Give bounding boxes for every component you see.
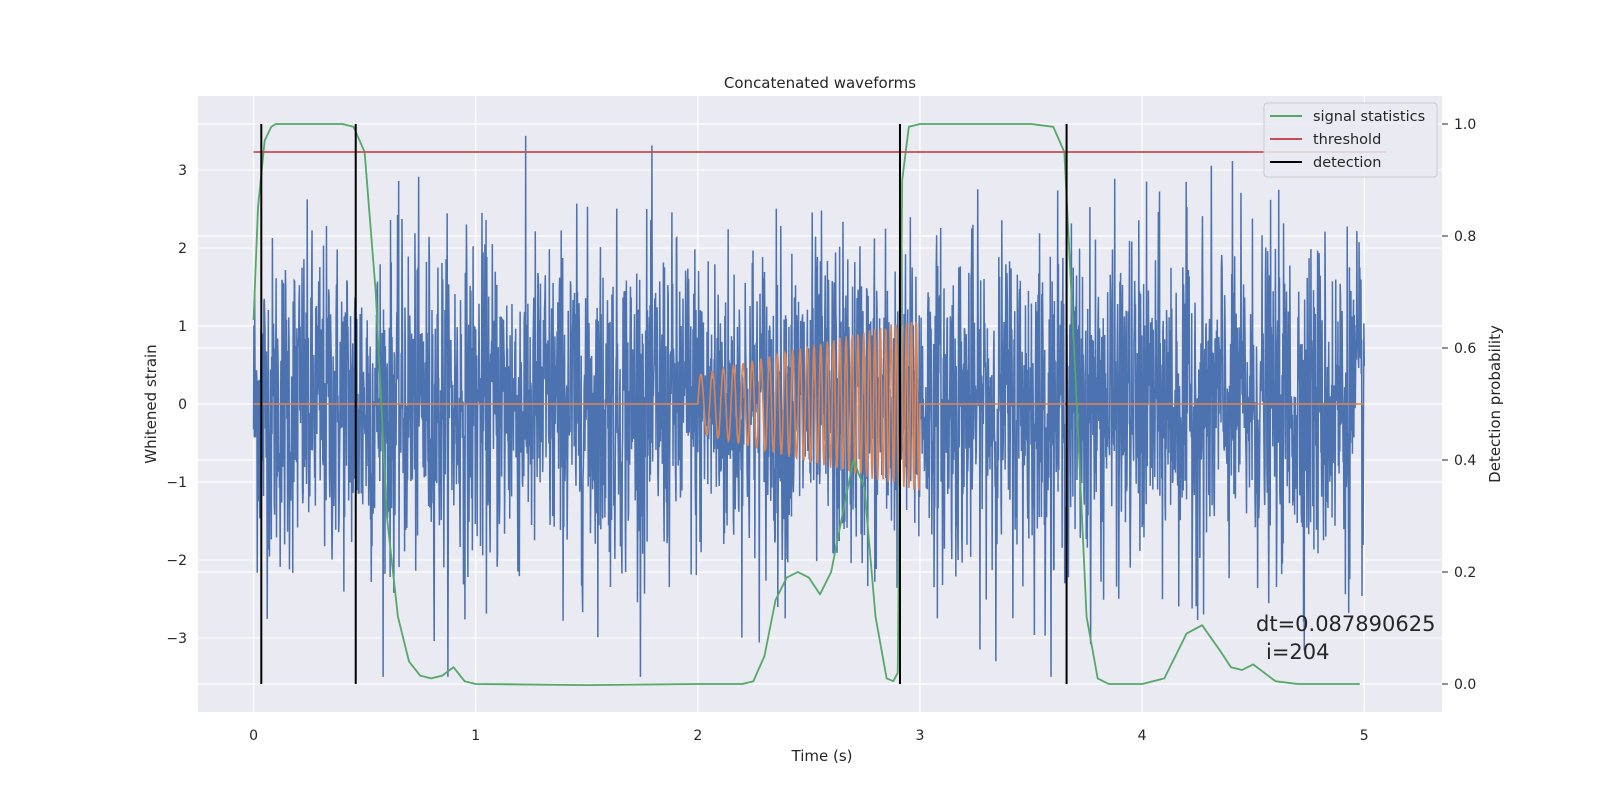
x-tick-label: 0 [249, 728, 258, 744]
x-tick-label: 5 [1360, 728, 1369, 744]
x-tick-label: 3 [916, 728, 925, 744]
chart-title: Concatenated waveforms [724, 74, 916, 92]
legend-box [1263, 102, 1438, 178]
legend-label-signal-statistics: signal statistics [1313, 109, 1425, 125]
series-chirp-line [253, 321, 1365, 491]
legend: signal statistics threshold detection [1263, 102, 1438, 178]
y-tick-label-left: −2 [166, 553, 187, 569]
x-axis-label: Time (s) [791, 747, 853, 765]
x-tick-label: 4 [1138, 728, 1147, 744]
y-tick-label-right: 0.6 [1454, 341, 1476, 357]
y-tick-label-left: 1 [178, 319, 187, 335]
annotation-dt: dt=0.087890625 [1256, 612, 1435, 636]
x-tick-label: 2 [693, 728, 702, 744]
y-tick-label-left: −3 [166, 631, 187, 647]
legend-label-detection: detection [1313, 155, 1381, 171]
y-tick-label-left: 2 [178, 241, 187, 257]
y-axis-label-left: Whitened strain [142, 344, 160, 463]
y-tick-label-left: −1 [166, 475, 187, 491]
y-tick-label-left: 0 [178, 397, 187, 413]
signal-statistics-line [252, 123, 1360, 687]
y-tick-label-left: 3 [178, 163, 187, 179]
y-tick-label-right: 0.4 [1454, 453, 1476, 469]
legend-label-threshold: threshold [1313, 132, 1381, 148]
axis-ticks: 0 1 2 3 4 5 −3 −2 −1 0 1 2 3 0.0 0.2 0.4 0.6 0.8 1.0 [166, 117, 1476, 744]
annotation-index: i=204 [1266, 640, 1330, 664]
y-tick-label-right: 0.2 [1454, 565, 1476, 581]
y-tick-label-right: 0.8 [1454, 229, 1476, 245]
y-tick-label-right: 1.0 [1454, 117, 1476, 133]
y-axis-label-right: Detection probability [1486, 325, 1504, 483]
y-tick-label-right: 0.0 [1454, 677, 1476, 693]
x-tick-label: 1 [471, 728, 480, 744]
plot-area [252, 123, 1387, 687]
